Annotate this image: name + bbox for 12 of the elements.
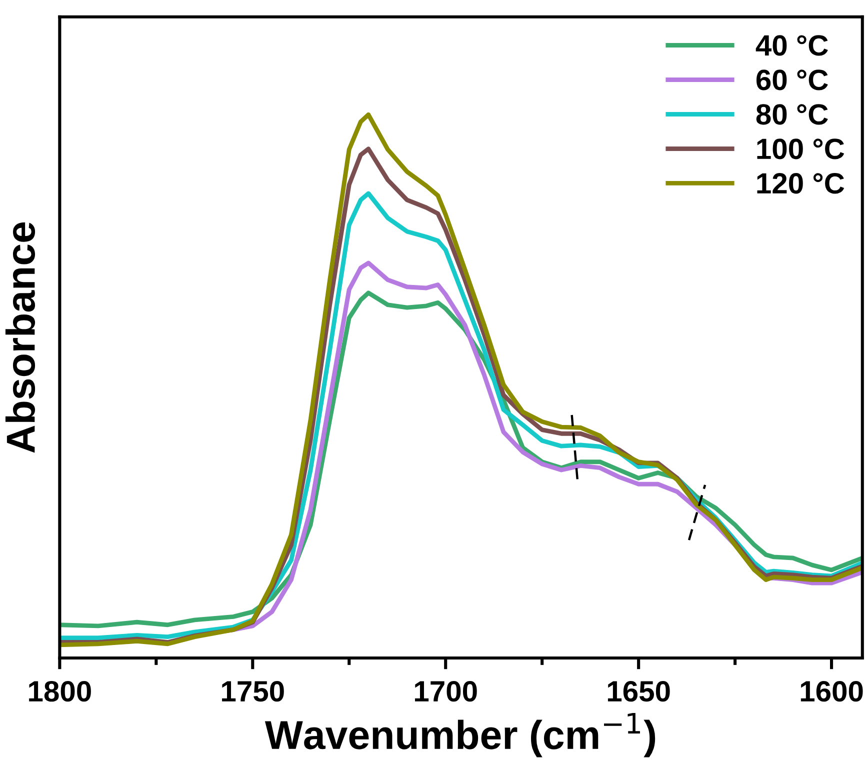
y-axis-title: Absorbance [5, 222, 36, 453]
x-tick-label: 1650 [608, 680, 670, 702]
x-axis-title: Wavenumber (cm$^{−1}$) [264, 712, 656, 758]
legend-label: 60 °C [756, 70, 828, 90]
x-tick-label: 1800 [29, 680, 91, 702]
x-tick-label: 1700 [415, 680, 477, 702]
legend-label: 80 °C [756, 104, 828, 125]
x-tick-label: 1750 [222, 680, 284, 702]
legend-label: 120 °C [757, 173, 844, 194]
legend-label: 100 °C [757, 138, 844, 160]
x-tick-label: 1600 [800, 680, 863, 702]
legend-label: 40 °C [756, 35, 828, 56]
